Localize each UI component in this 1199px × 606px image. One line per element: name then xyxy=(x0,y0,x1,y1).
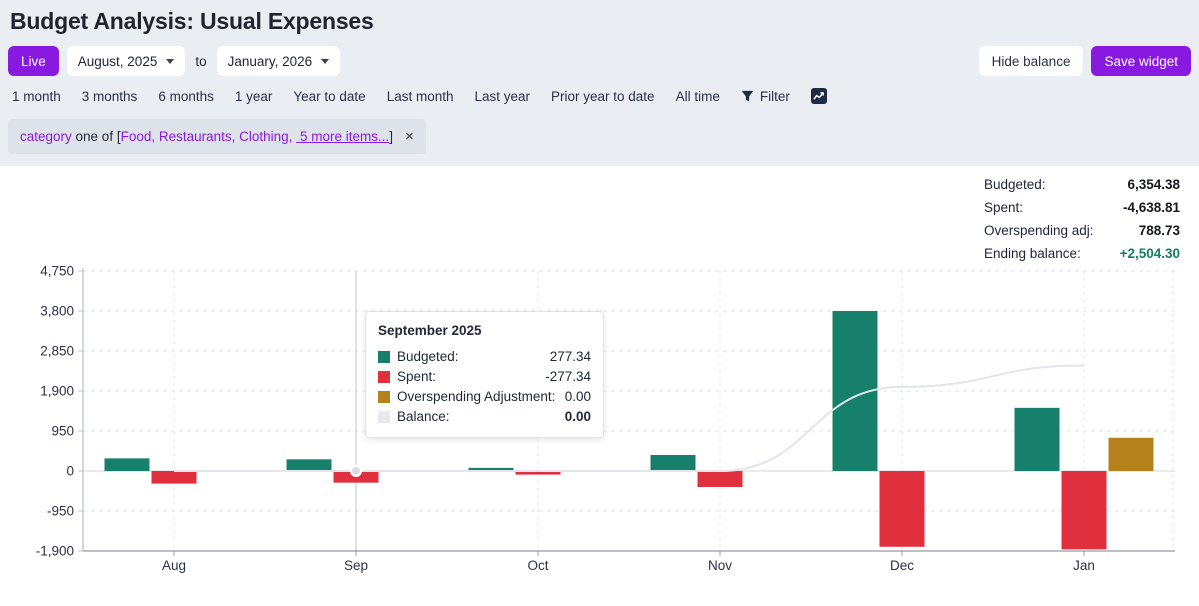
spent-bar[interactable] xyxy=(879,471,925,547)
filter-button[interactable]: Filter xyxy=(741,89,790,104)
balance-summary: Budgeted: 6,354.38 Spent: -4,638.81 Overspen… xyxy=(984,177,1180,261)
spent-bar[interactable] xyxy=(515,471,561,475)
summary-label: Spent: xyxy=(983,200,1024,215)
spent-bar[interactable] xyxy=(1061,471,1107,550)
chip-close-bracket: ] xyxy=(389,129,393,144)
budgeted-bar[interactable] xyxy=(650,455,696,471)
tooltip-value: 0.00 xyxy=(564,409,591,424)
toolbar: Live August, 2025 to January, 2026 Hide … xyxy=(8,46,1191,76)
y-tick-label: -950 xyxy=(47,504,74,519)
quick-range-all-time[interactable]: All time xyxy=(675,88,720,104)
start-month-value: August, 2025 xyxy=(77,53,158,69)
quick-range-1-month[interactable]: 1 month xyxy=(12,88,61,104)
quick-range-3-months[interactable]: 3 months xyxy=(81,88,138,104)
spent-bar[interactable] xyxy=(151,471,197,484)
filter-button-label: Filter xyxy=(759,88,790,104)
overspending-bar[interactable] xyxy=(1108,437,1154,471)
chip-field: category xyxy=(20,129,72,144)
report-card: 4,750 3,800 2,850 1,900 950 0 -950 -1,900 Aug Sep… xyxy=(0,166,1199,606)
chip-open-bracket: [ xyxy=(116,129,121,144)
y-tick-label: 950 xyxy=(51,424,74,439)
chip-more-items-link[interactable]: 5 more items... xyxy=(296,129,390,144)
summary-value: -4,638.81 xyxy=(1122,200,1180,215)
budgeted-bar[interactable] xyxy=(1014,407,1060,471)
legend-swatch xyxy=(378,390,390,403)
live-badge[interactable]: Live xyxy=(8,46,59,76)
legend-swatch xyxy=(378,350,390,363)
summary-value: 6,354.38 xyxy=(1127,177,1180,192)
tooltip-value: 0.00 xyxy=(564,389,591,404)
chevron-down-icon xyxy=(321,58,330,64)
quick-range-1-year[interactable]: 1 year xyxy=(234,88,273,104)
y-tick-label: 0 xyxy=(66,464,74,479)
quick-range-year-to-date[interactable]: Year to date xyxy=(293,88,366,104)
filter-row: category one of [ Food, Restaurants, Clo… xyxy=(8,119,1199,154)
chip-values: Food, Restaurants, Clothing, xyxy=(120,129,297,144)
tooltip-label: Balance: xyxy=(397,409,450,424)
tooltip-value: -277.34 xyxy=(545,369,591,384)
start-month-select[interactable]: August, 2025 xyxy=(66,46,186,76)
quick-range-last-year[interactable]: Last year xyxy=(474,88,531,104)
save-widget-button[interactable]: Save widget xyxy=(1091,46,1191,76)
tooltip-label: Spent: xyxy=(397,369,437,384)
page-title: Budget Analysis: Usual Expenses xyxy=(10,8,374,34)
tooltip-label: Budgeted: xyxy=(397,349,459,364)
close-icon[interactable]: × xyxy=(404,128,414,145)
funnel-icon xyxy=(741,90,754,101)
filter-condition-chip[interactable]: category one of [ Food, Restaurants, Clo… xyxy=(8,119,426,154)
x-tick-label: Aug xyxy=(162,558,186,573)
summary-label: Overspending adj: xyxy=(983,223,1094,238)
chip-op: one of xyxy=(71,129,117,144)
chart-toggle-button[interactable] xyxy=(810,88,827,104)
summary-value: +2,504.30 xyxy=(1119,246,1180,261)
quick-range-last-month[interactable]: Last month xyxy=(386,88,454,104)
y-tick-label: -1,900 xyxy=(36,544,74,559)
quick-ranges: 1 month 3 months 6 months 1 year Year to dat… xyxy=(12,88,1199,104)
end-month-value: January, 2026 xyxy=(227,53,313,69)
tooltip-label: Overspending Adjustment: xyxy=(397,389,556,404)
range-joiner-label: to xyxy=(195,53,207,69)
tooltip-title: September 2025 xyxy=(378,323,482,338)
y-tick-label: 3,800 xyxy=(40,304,74,319)
budgeted-bar[interactable] xyxy=(468,467,514,471)
y-tick-label: 4,750 xyxy=(40,264,74,279)
y-tick-label: 2,850 xyxy=(40,344,74,359)
quick-range-prior-year-to-date[interactable]: Prior year to date xyxy=(551,88,655,104)
y-tick-label: 1,900 xyxy=(40,384,74,399)
balance-line xyxy=(174,364,1085,472)
tooltip-row: Budgeted: 277.34 xyxy=(378,349,591,364)
x-tick-label: Sep xyxy=(344,558,368,573)
tooltip-row: Overspending Adjustment: 0.00 xyxy=(378,389,591,404)
x-tick-label: Dec xyxy=(890,558,914,573)
legend-swatch xyxy=(378,370,390,383)
tooltip-rows: Budgeted: 277.34 Spent: -277.34 Overspending… xyxy=(378,349,591,424)
legend-swatch xyxy=(378,410,390,423)
trending-chart-icon xyxy=(813,91,825,100)
tooltip-row: Balance: 0.00 xyxy=(378,409,591,424)
chart-tooltip: September 2025 Budgeted: 277.34 Spent: -277… xyxy=(365,311,604,438)
chevron-down-icon xyxy=(166,58,175,64)
spent-bar[interactable] xyxy=(697,471,743,487)
summary-value: 788.73 xyxy=(1138,223,1180,238)
budgeted-bar[interactable] xyxy=(104,458,150,471)
summary-label: Budgeted: xyxy=(983,177,1046,192)
x-tick-label: Oct xyxy=(527,558,548,573)
budgeted-bar[interactable] xyxy=(286,459,332,471)
x-tick-label: Nov xyxy=(708,558,732,573)
hover-dot xyxy=(350,465,362,477)
x-tick-label: Jan xyxy=(1073,558,1095,573)
quick-range-6-months[interactable]: 6 months xyxy=(158,88,214,104)
budget-chart[interactable]: 4,750 3,800 2,850 1,900 950 0 -950 -1,900 Aug Sep… xyxy=(0,166,1199,606)
hide-balance-button[interactable]: Hide balance xyxy=(978,46,1084,76)
tooltip-row: Spent: -277.34 xyxy=(378,369,591,384)
tooltip-value: 277.34 xyxy=(549,349,591,364)
end-month-select[interactable]: January, 2026 xyxy=(216,46,341,76)
summary-label: Ending balance: xyxy=(983,246,1081,261)
